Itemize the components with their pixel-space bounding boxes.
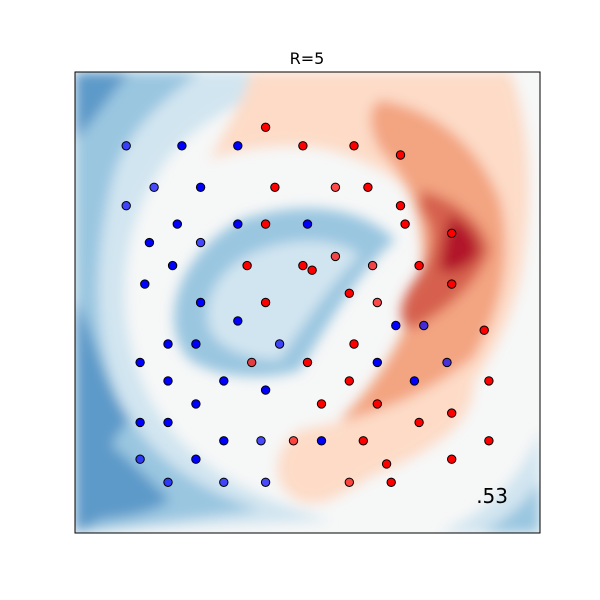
point-blue-26 [409, 376, 420, 386]
point-blue-12 [167, 260, 178, 271]
point-blue-37 [219, 477, 229, 487]
point-blue-11 [195, 237, 206, 248]
point-blue-20 [274, 339, 285, 349]
point-red-10 [400, 219, 410, 229]
point-blue-17 [419, 320, 429, 331]
point-red-33 [358, 436, 368, 446]
point-blue-28 [191, 399, 201, 409]
chart-title: R=5 [290, 49, 325, 68]
point-red-34 [484, 436, 494, 446]
point-blue-27 [260, 385, 271, 395]
point-blue-2 [177, 141, 187, 151]
region-blue-core [207, 240, 360, 360]
point-red-7 [363, 182, 373, 193]
point-red-5 [270, 182, 280, 193]
point-blue-21 [135, 357, 145, 368]
point-blue-10 [144, 237, 155, 248]
point-blue-14 [195, 297, 206, 308]
point-red-17 [307, 265, 317, 275]
point-red-29 [372, 399, 382, 409]
score-annotation: .53 [476, 484, 508, 508]
point-blue-36 [163, 477, 173, 487]
point-blue-7 [172, 219, 183, 229]
point-blue-5 [195, 182, 206, 193]
point-red-35 [447, 454, 457, 464]
region-blue-deep-bottom [75, 420, 170, 520]
region-blue-right-edge [480, 480, 540, 533]
point-red-38 [386, 477, 396, 487]
plot-area [75, 72, 540, 533]
point-blue-31 [219, 436, 229, 446]
point-blue-15 [233, 316, 243, 326]
point-blue-18 [163, 339, 173, 349]
point-red-30 [447, 408, 457, 418]
point-red-2 [298, 141, 308, 151]
point-red-18 [447, 279, 457, 289]
point-red-19 [344, 288, 354, 298]
point-blue-24 [163, 376, 173, 386]
point-red-9 [260, 219, 271, 229]
point-blue-33 [316, 436, 327, 446]
point-blue-32 [256, 436, 266, 446]
point-red-15 [367, 260, 378, 271]
point-red-11 [447, 228, 457, 239]
point-red-31 [414, 417, 424, 428]
point-red-23 [349, 339, 359, 349]
point-blue-29 [135, 417, 145, 428]
point-red-36 [381, 459, 392, 469]
point-red-13 [242, 260, 252, 271]
point-blue-9 [302, 219, 313, 229]
point-blue-16 [391, 320, 401, 331]
plot-frame [74, 71, 541, 534]
point-red-6 [330, 182, 341, 193]
point-red-4 [395, 150, 406, 160]
point-blue-25 [219, 376, 229, 386]
point-red-1 [260, 122, 271, 133]
region-red-lower [277, 360, 474, 495]
point-blue-4 [149, 182, 159, 193]
point-red-12 [330, 251, 341, 262]
point-blue-13 [140, 279, 150, 289]
point-red-14 [298, 260, 308, 271]
point-blue-22 [372, 357, 382, 368]
point-red-8 [395, 201, 406, 211]
region-blue-deep-left [75, 72, 130, 533]
point-blue-23 [442, 357, 452, 368]
point-blue-38 [260, 477, 271, 487]
point-red-20 [260, 297, 271, 308]
point-blue-30 [163, 417, 173, 428]
point-red-32 [288, 436, 299, 446]
point-red-26 [344, 376, 354, 386]
point-red-16 [414, 260, 424, 271]
point-red-27 [484, 376, 494, 386]
point-red-22 [479, 325, 489, 335]
point-red-21 [372, 297, 382, 308]
point-red-24 [247, 357, 257, 368]
point-blue-8 [233, 219, 243, 229]
region-blue-outer [75, 72, 330, 533]
point-blue-6 [121, 201, 131, 211]
point-blue-19 [191, 339, 201, 349]
point-blue-34 [135, 454, 145, 464]
region-blue-right-bottom [440, 430, 540, 533]
point-blue-35 [191, 454, 201, 464]
point-blue-1 [121, 141, 131, 151]
point-red-37 [344, 477, 354, 487]
point-red-3 [349, 141, 359, 151]
point-red-28 [316, 399, 327, 409]
point-blue-3 [233, 141, 243, 151]
point-red-25 [302, 357, 313, 368]
points-layer [121, 122, 494, 487]
